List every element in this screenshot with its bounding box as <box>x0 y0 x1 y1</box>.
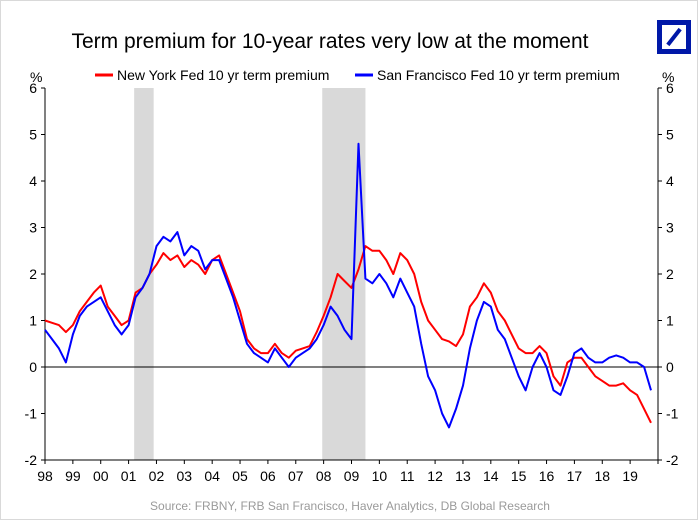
y-tick-label-right: 6 <box>666 80 674 96</box>
series-line-1 <box>44 142 652 429</box>
x-tick-label: 09 <box>344 468 360 484</box>
y-tick-label-right: 2 <box>666 266 674 282</box>
x-tick-label: 00 <box>93 468 109 484</box>
x-tick-label: 05 <box>232 468 248 484</box>
y-tick-label-left: 4 <box>29 173 37 189</box>
y-tick-label-left: 0 <box>29 359 37 375</box>
x-tick-label: 14 <box>483 468 499 484</box>
y-tick-label-left: 6 <box>29 80 37 96</box>
y-tick-label-right: 3 <box>666 220 674 236</box>
x-tick-label: 99 <box>65 468 81 484</box>
x-tick-label: 06 <box>260 468 276 484</box>
x-tick-label: 18 <box>594 468 610 484</box>
y-tick-label-right: 0 <box>666 359 674 375</box>
x-tick-label: 08 <box>316 468 332 484</box>
x-tick-label: 13 <box>455 468 471 484</box>
x-tick-label: 02 <box>149 468 165 484</box>
x-tick-label: 17 <box>567 468 583 484</box>
chart-title: Term premium for 10-year rates very low … <box>71 30 589 53</box>
y-tick-label-right: -2 <box>666 452 679 468</box>
y-tick-label-left: -1 <box>25 406 38 422</box>
x-tick-label: 19 <box>622 468 638 484</box>
x-tick-label: 15 <box>511 468 527 484</box>
x-tick-label: 07 <box>288 468 304 484</box>
x-tick-label: 11 <box>400 468 415 484</box>
y-tick-label-right: 1 <box>666 313 674 329</box>
y-tick-label-left: 3 <box>29 220 37 236</box>
y-tick-label-right: 4 <box>666 173 674 189</box>
source-note: Source: FRBNY, FRB San Francisco, Haver … <box>150 499 550 513</box>
y-unit-label-right: % <box>662 69 674 85</box>
legend-label-0: New York Fed 10 yr term premium <box>117 67 329 83</box>
x-tick-label: 01 <box>121 468 137 484</box>
y-tick-label-right: -1 <box>666 406 679 422</box>
x-tick-label: 03 <box>177 468 193 484</box>
x-tick-label: 98 <box>37 468 53 484</box>
y-tick-label-right: 5 <box>666 127 674 143</box>
x-tick-label: 10 <box>372 468 388 484</box>
y-tick-label-left: -2 <box>25 452 38 468</box>
x-tick-label: 16 <box>539 468 555 484</box>
x-tick-label: 04 <box>204 468 220 484</box>
deutsche-bank-logo <box>657 20 691 54</box>
y-tick-label-left: 5 <box>29 127 37 143</box>
y-tick-label-left: 2 <box>29 266 37 282</box>
legend-label-1: San Francisco Fed 10 yr term premium <box>377 67 620 83</box>
y-unit-label-left: % <box>30 69 42 85</box>
x-tick-label: 12 <box>427 468 443 484</box>
y-tick-label-left: 1 <box>29 313 37 329</box>
